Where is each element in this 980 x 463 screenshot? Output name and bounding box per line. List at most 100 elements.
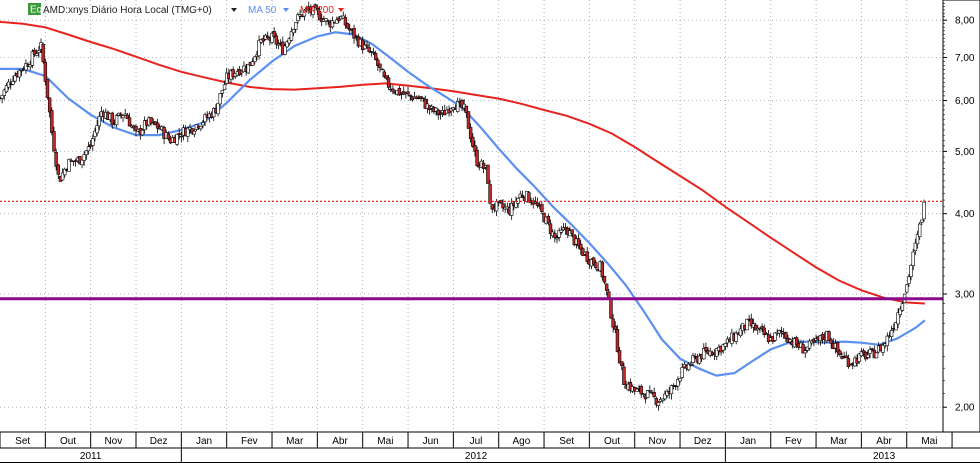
candle-body bbox=[408, 94, 412, 97]
ma-short-dropdown-icon[interactable] bbox=[283, 8, 289, 12]
candle-body bbox=[270, 32, 274, 43]
symbol-dropdown-icon[interactable] bbox=[231, 8, 237, 12]
candle-body bbox=[898, 308, 902, 316]
candle-body bbox=[2, 89, 7, 96]
candle-body bbox=[669, 385, 674, 395]
month-label: Nov bbox=[648, 436, 666, 447]
candle-body bbox=[246, 63, 250, 74]
candle-body bbox=[857, 353, 861, 362]
candle-body bbox=[591, 257, 596, 265]
candle-body bbox=[827, 331, 831, 341]
candle-body bbox=[218, 93, 222, 105]
year-label: 2011 bbox=[80, 451, 102, 462]
candle-layer bbox=[0, 1, 926, 411]
candle-body bbox=[285, 41, 289, 48]
candle-body bbox=[378, 63, 382, 68]
candle-body bbox=[686, 363, 691, 371]
price-tick-label: 4,00 bbox=[955, 209, 975, 220]
candle-body bbox=[600, 261, 605, 278]
candle-body bbox=[0, 94, 4, 99]
candle-body bbox=[240, 70, 244, 74]
candle-body bbox=[753, 324, 758, 331]
candle-body bbox=[663, 393, 667, 400]
candle-body bbox=[47, 97, 52, 113]
candle-body bbox=[438, 113, 443, 115]
candle-body bbox=[654, 398, 659, 405]
candle-body bbox=[611, 318, 615, 328]
candle-body bbox=[17, 69, 22, 78]
candle-body bbox=[272, 30, 276, 37]
candle-body bbox=[95, 125, 99, 134]
candle-body bbox=[434, 107, 438, 112]
candle-body bbox=[602, 276, 607, 283]
ma-long-legend[interactable]: MA 200 bbox=[300, 5, 334, 16]
candle-body bbox=[330, 20, 335, 28]
month-label: Dez bbox=[150, 436, 168, 447]
candle-body bbox=[859, 351, 864, 357]
candle-body bbox=[345, 23, 350, 29]
year-label: 2012 bbox=[465, 451, 488, 462]
candle-body bbox=[762, 327, 766, 335]
candle-body bbox=[738, 328, 743, 337]
candle-body bbox=[287, 38, 291, 44]
candle-body bbox=[527, 192, 531, 203]
candle-body bbox=[490, 204, 494, 210]
candle-body bbox=[216, 102, 220, 115]
candle-body bbox=[829, 339, 833, 344]
candle-body bbox=[661, 398, 665, 401]
candle-body bbox=[840, 356, 844, 359]
ma50-line bbox=[0, 31, 926, 377]
candle-body bbox=[866, 354, 870, 358]
candle-body bbox=[570, 229, 574, 234]
candle-body bbox=[166, 133, 171, 140]
candle-body bbox=[436, 109, 440, 116]
candle-body bbox=[784, 332, 788, 339]
candle-body bbox=[844, 355, 848, 359]
month-label: Mar bbox=[286, 436, 304, 447]
candle-body bbox=[838, 350, 842, 355]
candle-body bbox=[311, 6, 315, 15]
candle-body bbox=[788, 339, 792, 343]
month-label: Set bbox=[559, 436, 574, 447]
candle-body bbox=[635, 388, 639, 392]
equity-badge-text: Eq bbox=[30, 5, 42, 16]
candle-body bbox=[494, 201, 499, 212]
chart-header: Eq AMD:xnys Diário Hora Local (TMG+0) MA… bbox=[28, 3, 344, 16]
candle-body bbox=[4, 85, 9, 93]
month-label: Fev bbox=[241, 436, 258, 447]
candle-body bbox=[594, 262, 598, 268]
candle-body bbox=[121, 115, 125, 119]
year-label: 2013 bbox=[873, 451, 896, 462]
month-label: Mai bbox=[377, 436, 393, 447]
candle-body bbox=[43, 61, 48, 82]
candle-body bbox=[540, 204, 544, 212]
price-tick-label: 8,00 bbox=[955, 16, 975, 27]
candle-body bbox=[82, 154, 86, 161]
month-label: Jul bbox=[470, 436, 483, 447]
ma-long-dropdown-icon[interactable] bbox=[338, 8, 344, 12]
candle-body bbox=[615, 329, 620, 352]
candle-body bbox=[419, 96, 423, 99]
ma200-line bbox=[0, 20, 925, 305]
candle-body bbox=[266, 35, 270, 38]
candle-body bbox=[324, 18, 328, 22]
candle-body bbox=[639, 386, 643, 395]
candle-body bbox=[764, 333, 769, 335]
candle-body bbox=[326, 20, 330, 22]
candle-body bbox=[289, 31, 294, 41]
candle-body bbox=[848, 364, 853, 366]
candle-body bbox=[889, 329, 894, 337]
candle-body bbox=[579, 243, 583, 250]
candle-body bbox=[386, 77, 391, 88]
ma-short-legend[interactable]: MA 50 bbox=[248, 5, 277, 16]
candle-body bbox=[447, 109, 451, 114]
candle-body bbox=[475, 150, 479, 166]
candle-body bbox=[894, 322, 898, 331]
symbol-title[interactable]: AMD:xnys Diário Hora Local (TMG+0) bbox=[43, 5, 212, 16]
candle-body bbox=[302, 9, 307, 17]
candle-body bbox=[846, 358, 851, 367]
candle-body bbox=[641, 393, 646, 395]
month-label: Dez bbox=[694, 436, 712, 447]
candle-body bbox=[127, 117, 132, 127]
candle-body bbox=[689, 364, 693, 366]
